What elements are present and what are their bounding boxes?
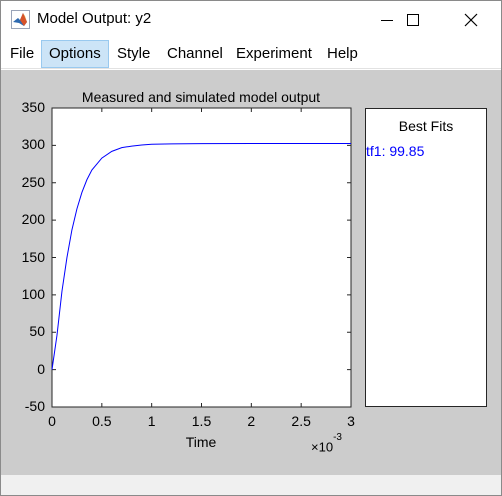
matlab-app-icon bbox=[11, 10, 30, 29]
window-title: Model Output: y2 bbox=[37, 10, 152, 27]
x-tick-label: 1.5 bbox=[191, 413, 212, 429]
plot-area bbox=[51, 107, 352, 408]
y-tick-label: 350 bbox=[21, 99, 45, 115]
y-tick-label: 200 bbox=[21, 211, 45, 228]
maximize-icon bbox=[407, 13, 419, 26]
menu-style[interactable]: Style bbox=[117, 45, 151, 62]
close-button[interactable] bbox=[448, 1, 494, 38]
menu-experiment[interactable]: Experiment bbox=[236, 45, 312, 62]
plot-axes[interactable] bbox=[1, 70, 501, 475]
fit-entry-tf1[interactable]: tf1: 99.85 bbox=[366, 143, 425, 159]
y-tick-label: 300 bbox=[21, 136, 45, 153]
menu-channel[interactable]: Channel bbox=[167, 45, 223, 62]
series-line-0 bbox=[51, 143, 351, 370]
menu-bar: File Options Style Channel Experiment He… bbox=[1, 38, 501, 69]
x-axis-exponent: ×10-3 bbox=[311, 432, 342, 455]
y-tick-label: 50 bbox=[29, 323, 45, 340]
minimize-button[interactable] bbox=[364, 1, 410, 38]
x-tick-label: 3 bbox=[347, 413, 355, 429]
x-tick-label: 0.5 bbox=[92, 413, 112, 429]
plot-title: Measured and simulated model output bbox=[81, 89, 321, 105]
y-tick-label: 250 bbox=[21, 173, 45, 190]
best-fits-panel: Best Fits bbox=[365, 108, 487, 407]
x-exponent-base: ×10 bbox=[311, 439, 334, 455]
x-tick-label: 0 bbox=[48, 413, 56, 429]
y-tick-label: 150 bbox=[21, 248, 45, 265]
figure-area: Measured and simulated model output 350 3… bbox=[1, 70, 501, 475]
x-axis-label: Time bbox=[185, 434, 217, 450]
y-tick-label: 0 bbox=[37, 360, 45, 377]
x-tick-label: 2 bbox=[247, 413, 256, 429]
title-bar[interactable]: Model Output: y2 bbox=[1, 1, 501, 38]
close-icon bbox=[464, 13, 478, 26]
best-fits-title: Best Fits bbox=[398, 118, 454, 134]
y-tick-label: 100 bbox=[21, 285, 45, 302]
x-exponent-power: -3 bbox=[333, 432, 342, 443]
status-footer bbox=[1, 475, 501, 495]
minimize-icon bbox=[381, 19, 393, 21]
menu-help[interactable]: Help bbox=[327, 45, 358, 62]
menu-options[interactable]: Options bbox=[41, 40, 109, 68]
maximize-button[interactable] bbox=[390, 1, 436, 38]
x-tick-label: 1 bbox=[147, 413, 156, 429]
menu-file[interactable]: File bbox=[10, 45, 35, 62]
x-tick-label: 2.5 bbox=[291, 413, 311, 429]
y-tick-label: -50 bbox=[24, 398, 45, 414]
